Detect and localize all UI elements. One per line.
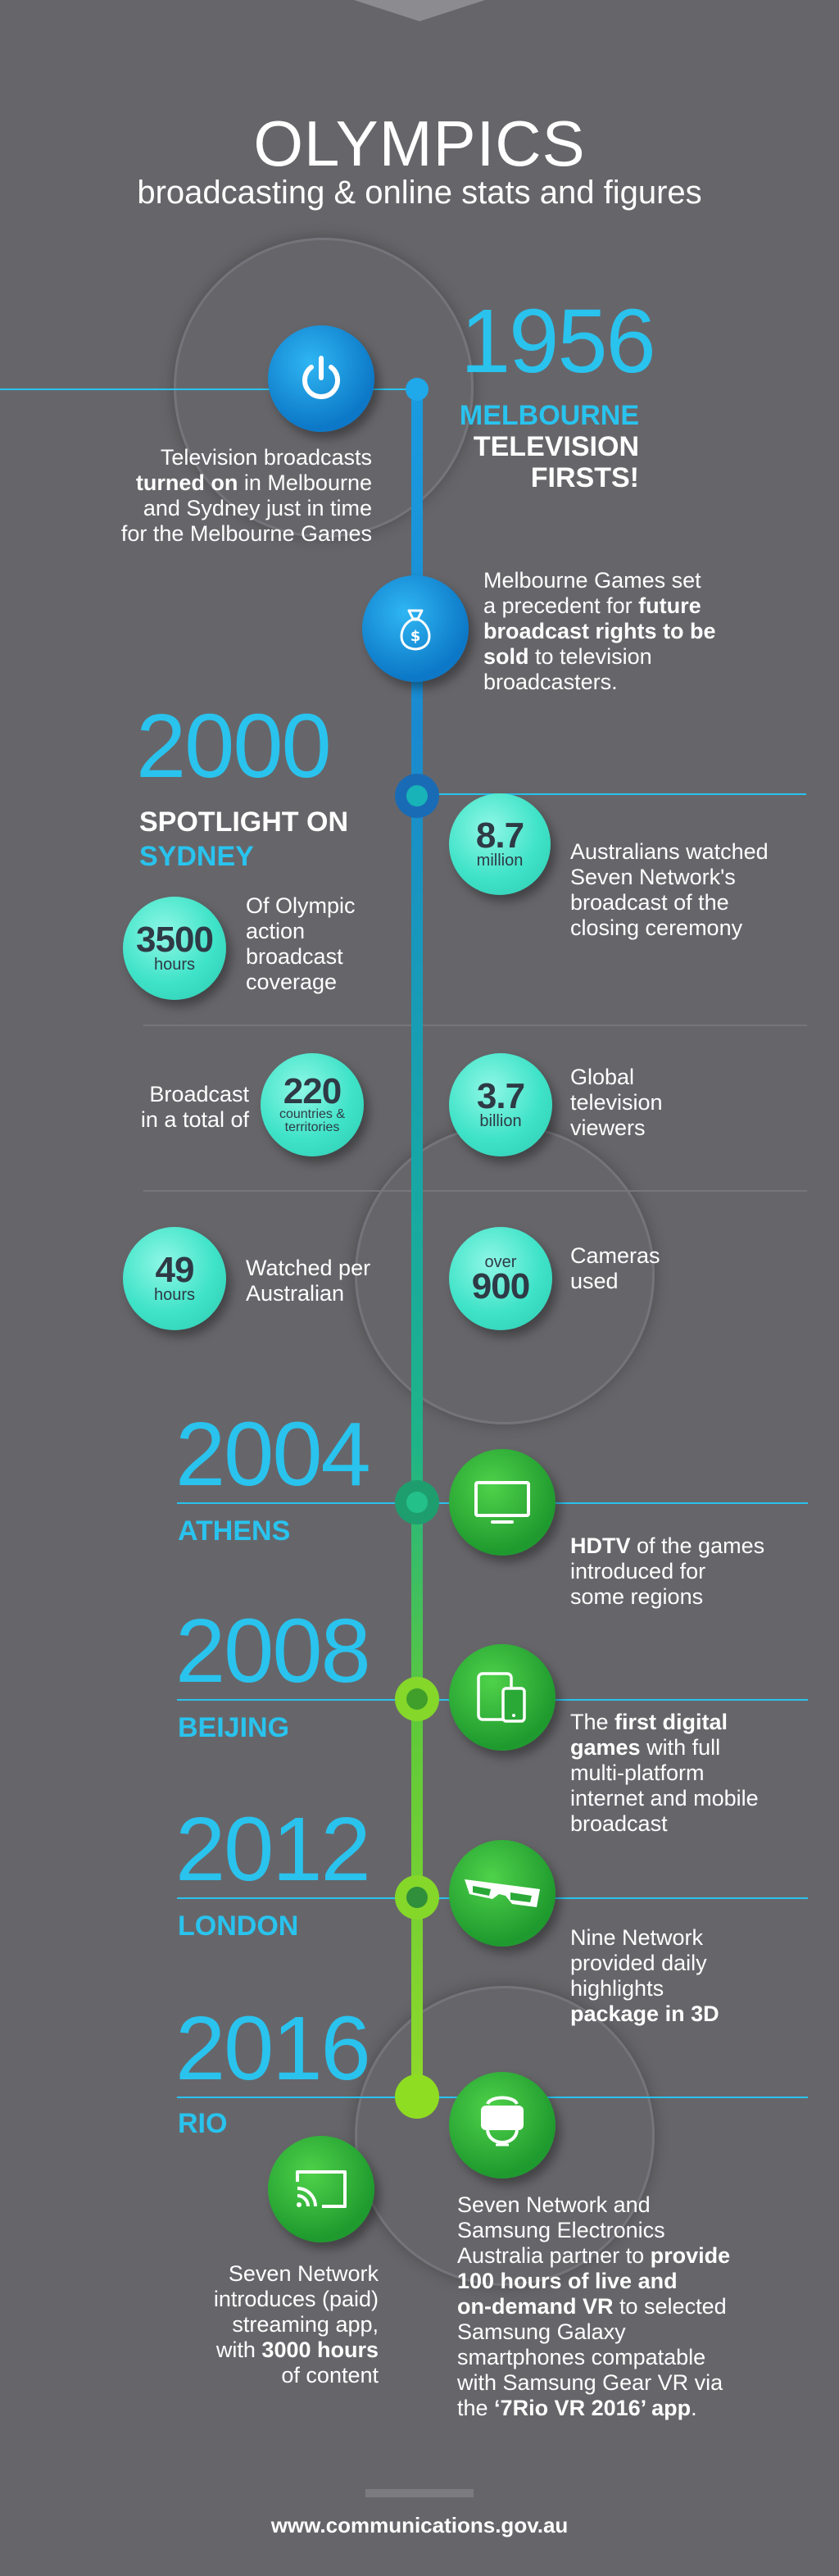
footer-divider xyxy=(365,2489,474,2497)
tv-icon xyxy=(474,1481,530,1524)
money-bag-icon: $ xyxy=(400,609,431,651)
tv-broadcast-text: Television broadcasts turned on in Melbo… xyxy=(120,445,372,546)
tablet-phone-circle xyxy=(449,1644,556,1751)
page-title: OLYMPICS xyxy=(253,107,586,179)
svg-text:$: $ xyxy=(410,628,421,645)
city-london: LONDON xyxy=(178,1910,299,1942)
year-2000: 2000 xyxy=(136,696,332,797)
broadcast-rights-text: Melbourne Games set a precedent for futu… xyxy=(483,568,716,694)
stat-coverage-hours: 3500 hours xyxy=(123,897,226,1000)
decorative-ring-2016 xyxy=(355,1986,655,2286)
timeline-dot-2000-inner xyxy=(406,785,428,806)
footer-url-link[interactable]: www.communications.gov.au xyxy=(270,2513,569,2537)
year-2004: 2004 xyxy=(175,1404,371,1505)
year-1956: 1956 xyxy=(460,291,656,392)
3d-package-text: Nine Network provided daily highlights p… xyxy=(570,1925,719,2026)
vr-headset-circle xyxy=(449,2072,556,2178)
year-2008: 2008 xyxy=(175,1601,371,1701)
stat-countries-text: Broadcast in a total of xyxy=(140,1082,249,1132)
city-melbourne: MELBOURNE TELEVISION FIRSTS! xyxy=(459,400,639,493)
money-bag-circle: $ xyxy=(362,575,469,682)
timeline-dot-2016 xyxy=(395,2074,439,2119)
stat-coverage-hours-text: Of Olympic action broadcast coverage xyxy=(246,893,356,994)
stat-cameras-text: Cameras used xyxy=(570,1243,660,1293)
vr-partner-text: Seven Network and Samsung Electronics Au… xyxy=(457,2192,731,2420)
cast-circle xyxy=(268,2136,374,2242)
stat-global-viewers: 3.7 billion xyxy=(449,1053,552,1156)
timeline-dot-2008-inner xyxy=(406,1688,428,1710)
city-rio: RIO xyxy=(178,2108,228,2139)
tablet-phone-icon xyxy=(477,1672,526,1723)
vr-headset-icon xyxy=(481,2096,524,2147)
page-subtitle: broadcasting & online stats and figures xyxy=(137,175,702,211)
top-notch-decoration xyxy=(354,0,485,21)
city-athens: ATHENS xyxy=(178,1515,291,1547)
3d-glasses-icon xyxy=(465,1879,540,1907)
divider-2000-row1 xyxy=(143,1024,807,1026)
spotlight-sydney: SPOTLIGHT ON SYDNEY xyxy=(139,806,348,872)
stat-viewers-australia-text: Australians watched Seven Network's broa… xyxy=(570,839,769,940)
decorative-ring-1956 xyxy=(174,238,474,538)
year-2016: 2016 xyxy=(175,1998,371,2099)
city-melbourne-line3: FIRSTS! xyxy=(530,462,639,493)
city-melbourne-line2: TELEVISION xyxy=(473,431,639,462)
cast-icon xyxy=(296,2170,347,2208)
digital-games-text: The first digital games with full multi-… xyxy=(570,1710,759,1836)
power-circle xyxy=(268,325,374,432)
divider-1956 xyxy=(0,388,418,390)
city-beijing: BEIJING xyxy=(178,1712,290,1743)
stat-countries: 220 countries & territories xyxy=(261,1053,364,1156)
hdtv-text: HDTV of the games introduced for some re… xyxy=(570,1533,765,1609)
stat-global-viewers-text: Global television viewers xyxy=(570,1065,663,1140)
stat-hours-per-australian-text: Watched per Australian xyxy=(246,1256,371,1306)
city-melbourne-line1: MELBOURNE xyxy=(459,400,639,431)
tv-circle xyxy=(449,1449,556,1556)
year-2012: 2012 xyxy=(175,1799,371,1900)
power-icon xyxy=(302,356,340,399)
timeline-dot-1956 xyxy=(406,378,429,401)
timeline-dot-2012-inner xyxy=(406,1887,428,1908)
divider-2000 xyxy=(418,793,806,795)
divider-2000-row2 xyxy=(143,1190,807,1192)
stat-hours-per-australian: 49 hours xyxy=(123,1227,226,1330)
streaming-app-text: Seven Network introduces (paid) streamin… xyxy=(213,2261,379,2387)
timeline-dot-2004-inner xyxy=(406,1492,428,1513)
3d-glasses-circle xyxy=(449,1840,556,1947)
stat-viewers-australia: 8.7 million xyxy=(449,793,551,895)
stat-cameras: over 900 xyxy=(449,1227,552,1330)
